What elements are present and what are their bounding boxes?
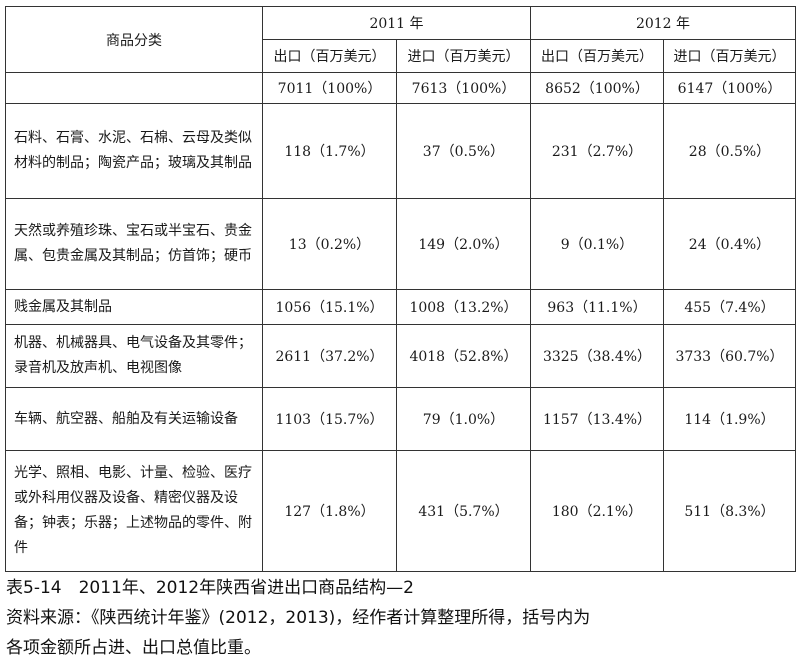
value-cell: 1056（15.1%）	[262, 289, 397, 325]
total-2011-export: 7011（100%）	[262, 72, 397, 104]
value-cell: 24（0.4%）	[663, 198, 796, 290]
value-cell: 511（8.3%）	[663, 450, 796, 572]
value-cell: 1008（13.2%）	[396, 289, 531, 325]
total-2012-export: 8652（100%）	[530, 72, 664, 104]
value-cell: 149（2.0%）	[396, 198, 531, 290]
value-cell: 180（2.1%）	[530, 450, 664, 572]
value-cell: 431（5.7%）	[396, 450, 531, 572]
value-cell: 79（1.0%）	[396, 387, 531, 451]
total-2011-import: 7613（100%）	[396, 72, 531, 104]
table-row: 机器、机械器具、电气设备及其零件；录音机及放声机、电视图像 2611（37.2%…	[5, 324, 796, 388]
category-cell: 石料、石膏、水泥、石棉、云母及类似材料的制品；陶瓷产品；玻璃及其制品	[5, 103, 263, 199]
value-cell: 37（0.5%）	[396, 103, 531, 199]
value-cell: 4018（52.8%）	[396, 324, 531, 388]
value-cell: 3733（60.7%）	[663, 324, 796, 388]
col-header-2012-export: 出口（百万美元）	[530, 39, 664, 73]
value-cell: 1157（13.4%）	[530, 387, 664, 451]
totals-blank-cell	[5, 72, 263, 104]
value-cell: 28（0.5%）	[663, 103, 796, 199]
table-row: 贱金属及其制品 1056（15.1%） 1008（13.2%） 963（11.1…	[5, 289, 796, 325]
category-cell: 天然或养殖珍珠、宝石或半宝石、贵金属、包贵金属及其制品；仿首饰；硬币	[5, 198, 263, 290]
totals-row: 7011（100%） 7613（100%） 8652（100%） 6147（10…	[5, 72, 796, 104]
column-header-row: 出口（百万美元） 进口（百万美元） 出口（百万美元） 进口（百万美元）	[6, 39, 796, 73]
value-cell: 1103（15.7%）	[262, 387, 397, 451]
trade-structure-table: 商品分类 2011 年 2012 年 出口（百万美元） 进口（百万美元） 出口（…	[5, 6, 796, 572]
year-2011-header: 2011 年	[262, 6, 531, 40]
value-cell: 455（7.4%）	[663, 289, 796, 325]
year-2012-header: 2012 年	[530, 6, 796, 40]
total-2012-import: 6147（100%）	[663, 72, 796, 104]
value-cell: 231（2.7%）	[530, 103, 664, 199]
table-row: 天然或养殖珍珠、宝石或半宝石、贵金属、包贵金属及其制品；仿首饰；硬币 13（0.…	[5, 198, 796, 290]
col-header-2012-import: 进口（百万美元）	[663, 39, 796, 73]
value-cell: 127（1.8%）	[262, 450, 397, 572]
table-row: 光学、照相、电影、计量、检验、医疗或外科用仪器及设备、精密仪器及设备；钟表；乐器…	[5, 450, 796, 572]
value-cell: 114（1.9%）	[663, 387, 796, 451]
value-cell: 3325（38.4%）	[530, 324, 664, 388]
category-cell: 车辆、航空器、船舶及有关运输设备	[5, 387, 263, 451]
category-cell: 光学、照相、电影、计量、检验、医疗或外科用仪器及设备、精密仪器及设备；钟表；乐器…	[5, 450, 263, 572]
year-header-row: 商品分类 2011 年 2012 年	[5, 6, 796, 73]
value-cell: 13（0.2%）	[262, 198, 397, 290]
value-cell: 9（0.1%）	[530, 198, 664, 290]
col-header-2011-export: 出口（百万美元）	[262, 39, 397, 73]
value-cell: 118（1.7%）	[262, 103, 397, 199]
category-cell: 机器、机械器具、电气设备及其零件；录音机及放声机、电视图像	[5, 324, 263, 388]
caption-title: 表5-14 2011年、2012年陕西省进出口商品结构—2	[6, 578, 414, 598]
table-row: 石料、石膏、水泥、石棉、云母及类似材料的制品；陶瓷产品；玻璃及其制品 118（1…	[5, 103, 796, 199]
col-header-2011-import: 进口（百万美元）	[396, 39, 531, 73]
table-caption: 表5-14 2011年、2012年陕西省进出口商品结构—2 资料来源：《陕西统计…	[6, 573, 796, 663]
caption-source-line-2: 各项金额所占进、出口总值比重。	[6, 638, 261, 658]
category-header: 商品分类	[5, 6, 263, 73]
value-cell: 963（11.1%）	[530, 289, 664, 325]
category-cell: 贱金属及其制品	[5, 289, 263, 325]
table-row: 车辆、航空器、船舶及有关运输设备 1103（15.7%） 79（1.0%） 11…	[5, 387, 796, 451]
value-cell: 2611（37.2%）	[262, 324, 397, 388]
caption-source-line-1: 资料来源：《陕西统计年鉴》(2012，2013)，经作者计算整理所得，括号内为	[6, 608, 591, 628]
